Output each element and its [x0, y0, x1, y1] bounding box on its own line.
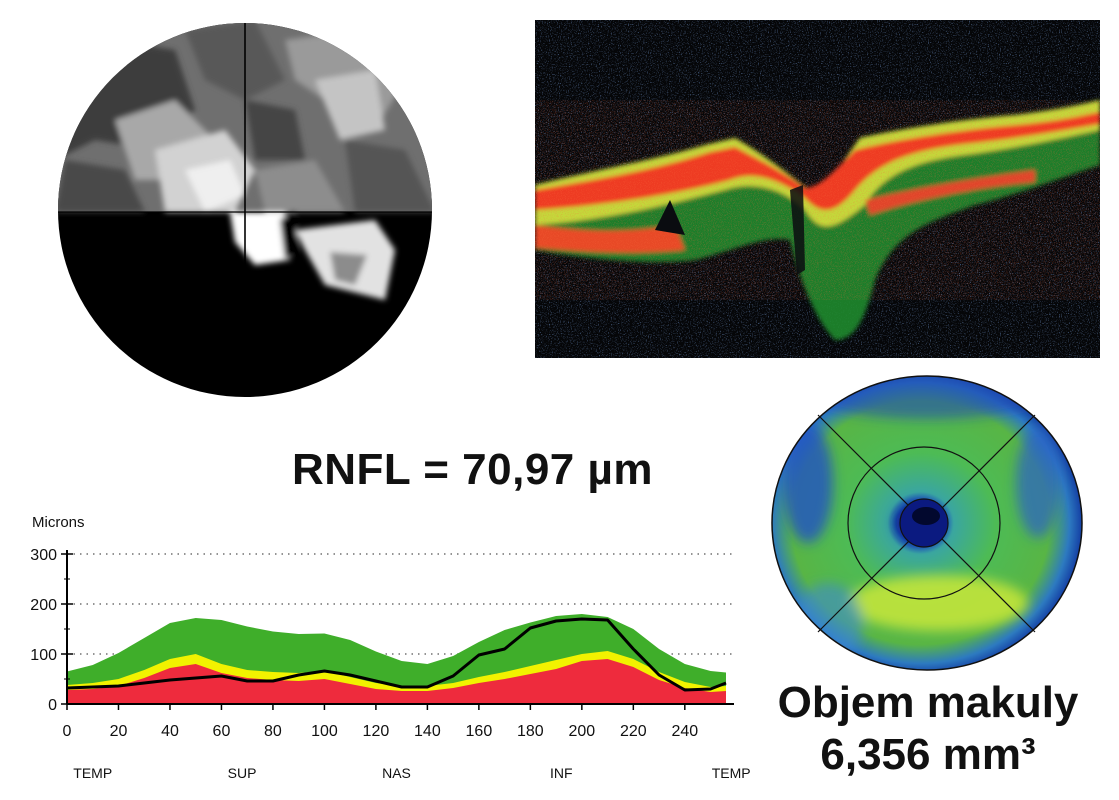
- x-tick-label: 40: [161, 723, 179, 740]
- macular-thickness-map: [771, 375, 1083, 671]
- rnfl-value-label: RNFL = 70,97 µm: [292, 445, 653, 494]
- x-tick-label: 60: [213, 723, 231, 740]
- x-tick-label: 200: [568, 723, 595, 740]
- chart-plot-area: 0 100 200 300 0 20 40 60 80 100 120 140 160 180 200 220…: [30, 547, 750, 781]
- rnfl-thickness-chart: Microns 0 100 200 300 0 20 40 60 80 100 120 140 160 1…: [30, 514, 750, 781]
- macula-volume-value: 6,356 mm³: [820, 730, 1036, 779]
- y-tick-label: 200: [30, 597, 57, 614]
- x-tick-label: 160: [466, 723, 493, 740]
- x-tick-label: 100: [311, 723, 338, 740]
- x-tick-label: 140: [414, 723, 441, 740]
- sector-label: NAS: [382, 765, 411, 781]
- x-tick-label: 240: [671, 723, 698, 740]
- y-tick-label: 300: [30, 547, 57, 564]
- sector-label: SUP: [228, 765, 257, 781]
- x-tick-label: 80: [264, 723, 282, 740]
- sector-label: INF: [550, 765, 573, 781]
- macula-volume-title: Objem makuly: [777, 678, 1079, 727]
- x-tick-label: 120: [363, 723, 390, 740]
- chart-ylabel: Microns: [32, 514, 85, 531]
- oct-bscan-image: [535, 20, 1100, 358]
- x-tick-label: 220: [620, 723, 647, 740]
- sector-label: TEMP: [712, 765, 751, 781]
- fundus-map-image: [58, 23, 432, 397]
- y-tick-label: 100: [30, 647, 57, 664]
- x-tick-label: 180: [517, 723, 544, 740]
- series-line: [66, 617, 727, 692]
- x-tick-label: 0: [63, 723, 72, 740]
- y-tick-label: 0: [48, 697, 57, 714]
- x-tick-label: 20: [110, 723, 128, 740]
- sector-label: TEMP: [73, 765, 112, 781]
- series-area: [67, 659, 726, 704]
